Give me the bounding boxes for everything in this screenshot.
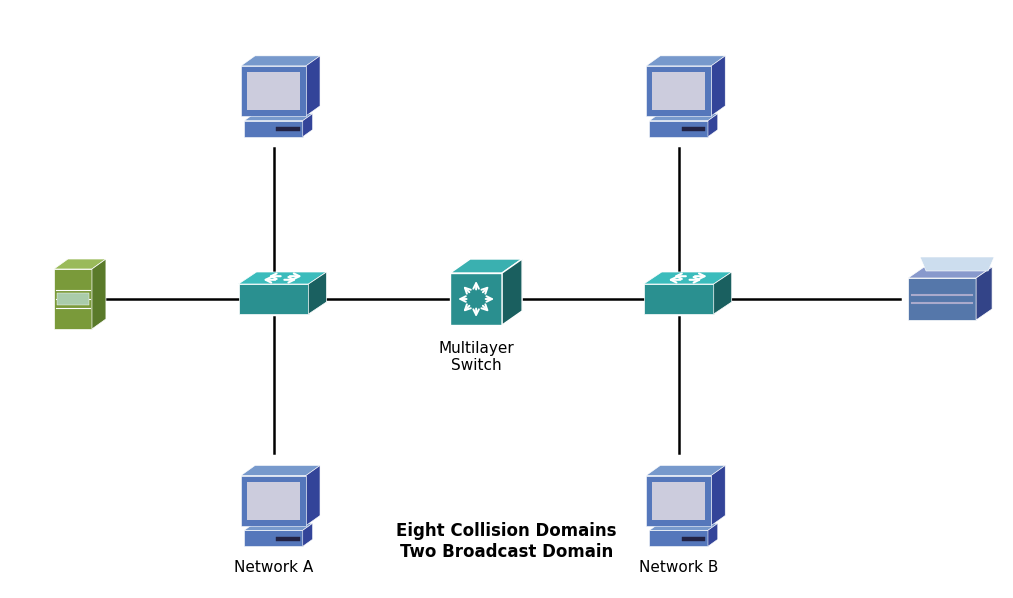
Polygon shape <box>682 127 705 132</box>
Polygon shape <box>244 530 303 547</box>
Polygon shape <box>277 537 300 541</box>
Polygon shape <box>652 481 705 520</box>
Polygon shape <box>238 284 309 314</box>
Polygon shape <box>238 272 326 284</box>
Polygon shape <box>643 272 731 284</box>
Polygon shape <box>643 284 714 314</box>
Polygon shape <box>247 72 300 110</box>
Text: Multilayer
Switch: Multilayer Switch <box>439 341 514 373</box>
Polygon shape <box>649 523 718 530</box>
Polygon shape <box>54 269 92 329</box>
Polygon shape <box>306 465 320 526</box>
Polygon shape <box>977 267 992 320</box>
Polygon shape <box>646 66 711 116</box>
Polygon shape <box>244 114 313 121</box>
Polygon shape <box>649 121 708 137</box>
Polygon shape <box>711 465 725 526</box>
Polygon shape <box>306 56 320 116</box>
Polygon shape <box>649 530 708 547</box>
Polygon shape <box>682 537 705 541</box>
Polygon shape <box>54 259 106 269</box>
Polygon shape <box>920 257 994 271</box>
Polygon shape <box>646 56 725 66</box>
Polygon shape <box>277 127 300 132</box>
Polygon shape <box>244 121 303 137</box>
Polygon shape <box>241 465 320 475</box>
Text: Network B: Network B <box>639 560 718 575</box>
Polygon shape <box>714 272 731 314</box>
Polygon shape <box>708 114 718 137</box>
Polygon shape <box>309 272 326 314</box>
Polygon shape <box>57 293 89 305</box>
Polygon shape <box>92 259 106 329</box>
Text: Network A: Network A <box>234 560 313 575</box>
Polygon shape <box>652 72 705 110</box>
Polygon shape <box>646 465 725 475</box>
Polygon shape <box>241 56 320 66</box>
Polygon shape <box>908 267 992 278</box>
Polygon shape <box>241 66 306 116</box>
Polygon shape <box>708 523 718 547</box>
Polygon shape <box>646 475 711 526</box>
Polygon shape <box>450 273 502 325</box>
Polygon shape <box>303 523 313 547</box>
Polygon shape <box>502 259 522 325</box>
Polygon shape <box>303 114 313 137</box>
Polygon shape <box>711 56 725 116</box>
Polygon shape <box>649 114 718 121</box>
Polygon shape <box>908 278 977 320</box>
Polygon shape <box>247 481 300 520</box>
Polygon shape <box>244 523 313 530</box>
Polygon shape <box>450 259 522 273</box>
Polygon shape <box>241 475 306 526</box>
Text: Eight Collision Domains
Two Broadcast Domain: Eight Collision Domains Two Broadcast Do… <box>396 522 617 560</box>
